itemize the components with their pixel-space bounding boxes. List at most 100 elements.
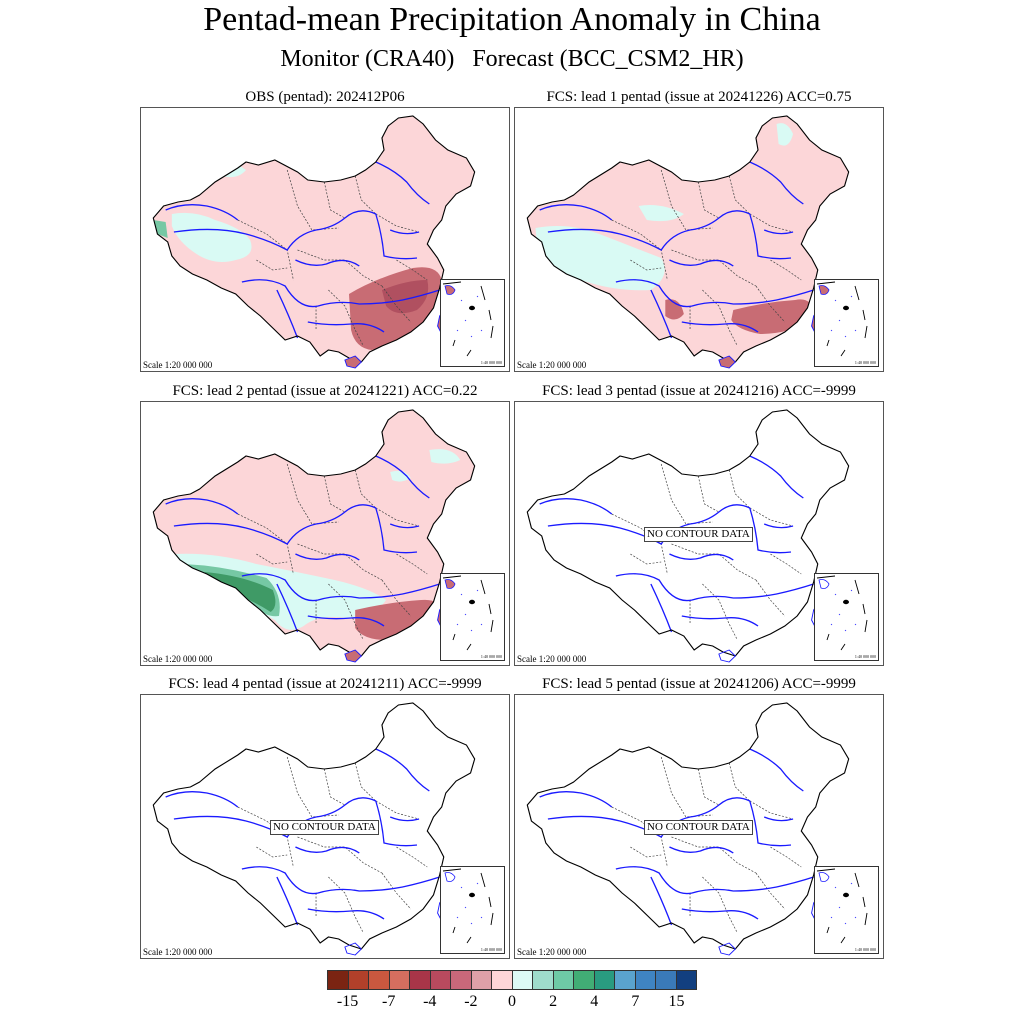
legend-swatch [410,971,431,989]
anomaly-region [776,123,794,146]
anomaly-region [638,205,684,222]
province-boundary [375,213,420,233]
province-boundary [671,836,757,874]
island-outline [718,649,737,663]
inset-scale: 1:40 000 000 [854,360,876,365]
map-scale: Scale 1:20 000 000 [143,360,213,370]
province-boundary [286,463,339,525]
river-line [669,259,734,267]
province-boundary [396,846,428,868]
river-line [681,908,759,920]
anomaly-region [381,280,429,314]
province-boundary [297,249,383,287]
legend-swatch [328,971,349,989]
province-boundary [375,800,420,820]
island-outline [344,355,363,369]
anomaly-region [527,116,849,362]
no-contour-data-label: NO CONTOUR DATA [644,820,753,835]
river-line [295,259,360,267]
legend-tick-label: -4 [423,993,437,1010]
province-boundary [354,469,377,509]
river-line [173,797,418,847]
island-outline [718,942,737,956]
river-line [165,204,239,221]
china-map [526,409,850,663]
province-boundary [660,463,713,525]
map-scale: Scale 1:20 000 000 [517,947,587,957]
province-boundary [396,553,428,575]
river-line [650,583,673,633]
map-panel: Scale 1:20 000 000 1:40 000 000 NO CONTOUR… [514,694,884,959]
main-title: Pentad-mean Precipitation Anomaly in Chi… [203,1,821,38]
river-line [763,816,794,822]
province-boundary [697,181,720,219]
south-china-sea-inset: 1:40 000 000 [814,866,879,954]
province-boundary [611,513,668,575]
province-boundary [328,876,364,934]
province-boundary [660,756,713,818]
province-boundary [611,806,668,868]
map-panel: Scale 1:20 000 000 1:40 000 000 [140,401,510,666]
anomaly-region [665,299,684,320]
legend-swatch [574,971,595,989]
panel-title: FCS: lead 4 pentad (issue at 20241211) A… [168,676,482,692]
province-boundary [697,768,720,806]
inset-scale: 1:40 000 000 [480,360,502,365]
legend-tick-label: 4 [590,993,599,1010]
legend-tick-label: -7 [381,993,396,1010]
province-boundary [770,846,802,868]
legend-tick-label: 7 [631,993,640,1010]
river-line [173,504,418,554]
province-boundary [286,756,339,818]
province-boundary [755,872,786,910]
province-boundary [381,579,412,617]
river-line [669,553,734,561]
river-line [389,816,420,822]
province-boundary [237,219,294,281]
inset-map [442,281,494,357]
inset-map [816,575,868,651]
province-boundary [323,181,346,219]
inset-map [816,281,868,357]
legend-swatch [533,971,554,989]
legend-swatch [369,971,390,989]
map-scale: Scale 1:20 000 000 [517,360,587,370]
river-line [241,573,440,602]
river-line [650,876,673,926]
legend-swatch [451,971,472,989]
panel-title: FCS: lead 5 pentad (issue at 20241206) A… [542,676,856,692]
river-line [295,553,360,561]
legend-swatch [348,971,369,989]
inset-scale: 1:40 000 000 [854,654,876,659]
island-outline [718,355,737,369]
river-line [173,210,418,260]
color-legend [327,970,697,990]
river-line [375,161,430,205]
panel-title: FCS: lead 2 pentad (issue at 20241221) A… [172,383,478,399]
province-boundary [256,553,288,565]
province-boundary [381,872,412,910]
inset-map [442,868,494,944]
map-panel: Scale 1:20 000 000 1:40 000 000 [140,107,510,372]
map-panel: Scale 1:20 000 000 1:40 000 000 NO CONTOUR… [140,694,510,959]
river-line [681,321,759,333]
panel-title: FCS: lead 3 pentad (issue at 20241216) A… [542,383,856,399]
south-china-sea-inset: 1:40 000 000 [440,279,505,367]
panel-title: FCS: lead 1 pentad (issue at 20241226) A… [546,89,852,105]
province-boundary [702,289,738,347]
river-line [389,523,420,529]
inset-scale: 1:40 000 000 [854,947,876,952]
river-line [615,573,814,602]
inset-map [816,868,868,944]
province-boundary [702,876,738,934]
legend-swatch [471,971,492,989]
legend-tick-label: 15 [668,993,685,1010]
province-boundary [671,543,757,581]
province-boundary [630,846,662,858]
south-china-sea-inset: 1:40 000 000 [440,866,505,954]
province-boundary [237,806,294,868]
province-boundary [630,553,662,565]
province-boundary [237,513,294,575]
river-line [763,229,794,235]
province-boundary [354,762,377,802]
